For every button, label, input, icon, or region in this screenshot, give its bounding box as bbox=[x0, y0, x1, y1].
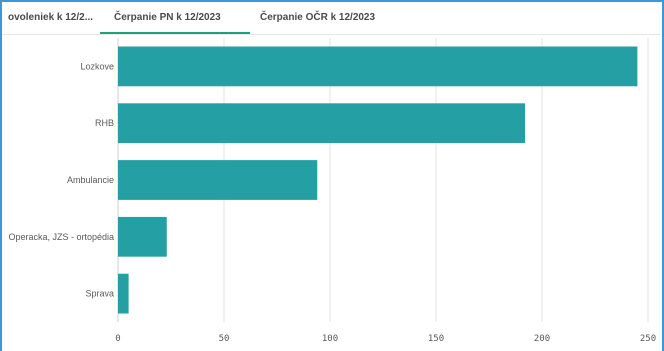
x-tick-label: 50 bbox=[219, 334, 230, 344]
bar-chart: Lozkove RHB Ambulancie Operacka, JZS - orto… bbox=[8, 38, 656, 344]
bars bbox=[118, 46, 638, 314]
chart-area: Lozkove RHB Ambulancie Operacka, JZS - orto… bbox=[2, 34, 660, 351]
tab-cerpanie-pn[interactable]: Čerpanie PN k 12/2023 bbox=[114, 12, 221, 23]
x-tick-label: 100 bbox=[322, 334, 338, 344]
category-label: Ambulancie bbox=[67, 175, 114, 185]
category-label: RHB bbox=[95, 118, 114, 128]
category-labels: Lozkove RHB Ambulancie Operacka, JZS - orto… bbox=[8, 61, 114, 298]
x-tick-label: 200 bbox=[534, 334, 550, 344]
bar-lozkove[interactable] bbox=[118, 46, 638, 87]
x-tick-label: 250 bbox=[640, 334, 656, 344]
active-tab-indicator bbox=[100, 32, 250, 34]
category-label: Sprava bbox=[85, 289, 114, 299]
bar-ambulancie[interactable] bbox=[118, 160, 318, 200]
x-tick-label: 0 bbox=[115, 334, 120, 344]
x-tick-labels: 0 50 100 150 200 250 bbox=[115, 334, 656, 344]
bar-operacka-jzs-ortop-dia[interactable] bbox=[118, 216, 167, 257]
category-label: Operacka, JZS - ortopédia bbox=[8, 232, 114, 242]
x-tick-label: 150 bbox=[428, 334, 444, 344]
tab-bar: ovoleniek k 12/2... Čerpanie PN k 12/202… bbox=[2, 2, 660, 35]
bar-sprava[interactable] bbox=[118, 273, 129, 314]
bar-rhb[interactable] bbox=[118, 103, 526, 144]
category-label: Lozkove bbox=[80, 61, 114, 71]
tab-cerpanie-ocr[interactable]: Čerpanie OČR k 12/2023 bbox=[260, 12, 376, 23]
tab-povoleniek[interactable]: ovoleniek k 12/2... bbox=[8, 12, 94, 23]
